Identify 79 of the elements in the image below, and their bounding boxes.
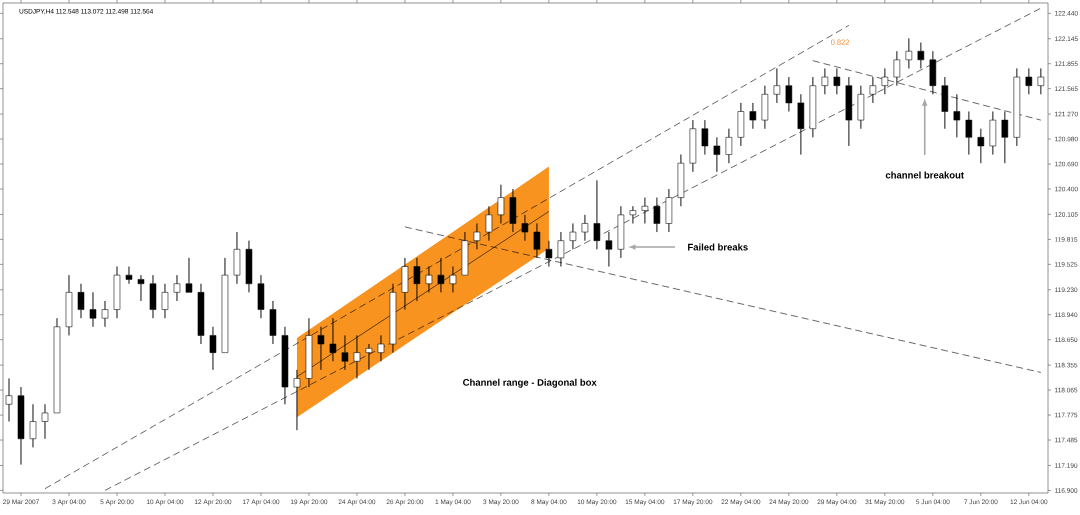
candlestick xyxy=(233,231,241,285)
candlestick xyxy=(377,335,385,362)
candlestick xyxy=(1025,68,1033,95)
candlestick xyxy=(509,188,517,233)
candlestick xyxy=(629,205,637,224)
candlestick xyxy=(245,240,253,293)
candlestick xyxy=(497,184,505,224)
candlestick xyxy=(389,283,397,353)
candlestick xyxy=(641,197,649,224)
candlestick xyxy=(665,188,673,233)
candlestick xyxy=(557,231,565,267)
candlestick xyxy=(209,326,217,371)
candlestick xyxy=(617,205,625,259)
candlestick xyxy=(689,119,697,173)
candlestick xyxy=(449,266,457,293)
candlestick xyxy=(401,257,409,310)
candlestick xyxy=(197,283,205,345)
candlestick xyxy=(821,68,829,95)
candlestick xyxy=(269,300,277,345)
candlestick xyxy=(137,274,145,302)
candlestick xyxy=(425,266,433,293)
candlestick xyxy=(857,85,865,130)
candlestick xyxy=(677,154,685,207)
candlestick xyxy=(977,128,985,164)
candlestick xyxy=(569,223,577,250)
candlestick xyxy=(317,326,325,371)
candlestick xyxy=(281,326,289,405)
candlestick xyxy=(917,42,925,69)
candlestick xyxy=(437,257,445,293)
candlestick xyxy=(581,214,589,241)
candlestick xyxy=(797,94,805,155)
candlestick xyxy=(461,231,469,276)
candlestick xyxy=(329,317,337,362)
candlestick xyxy=(125,266,133,285)
candlestick xyxy=(413,257,421,302)
annotation: Channel range - Diagonal box xyxy=(463,378,597,388)
annotation: Failed breaks xyxy=(688,243,748,251)
candlestick xyxy=(653,197,661,233)
candlestick xyxy=(785,76,793,112)
candlestick xyxy=(1037,68,1045,95)
candlestick xyxy=(593,180,601,250)
candlestick xyxy=(869,76,877,104)
candlestick xyxy=(341,335,349,371)
annotation: channel breakout xyxy=(885,171,964,179)
candlestick xyxy=(185,257,193,293)
candlestick xyxy=(173,274,181,302)
candlestick xyxy=(905,38,913,69)
candlestick xyxy=(881,68,889,95)
candlestick xyxy=(485,205,493,241)
candlestick xyxy=(161,283,169,319)
candlestick xyxy=(761,85,769,130)
candlestick xyxy=(29,404,37,448)
candlestick xyxy=(965,111,973,155)
candlestick xyxy=(545,240,553,267)
candlestick xyxy=(101,300,109,328)
candlestick xyxy=(53,317,61,414)
candlestick xyxy=(17,386,25,465)
candlestick xyxy=(65,274,73,336)
candlestick xyxy=(365,343,373,371)
candlestick xyxy=(113,266,121,319)
candlestick xyxy=(221,257,229,353)
candlestick xyxy=(41,404,49,440)
candlestick xyxy=(149,274,157,319)
candlestick xyxy=(833,68,841,95)
candlestick xyxy=(713,137,721,173)
candlestick xyxy=(257,274,265,319)
candlestick xyxy=(521,214,529,241)
candlestick xyxy=(77,283,85,319)
candlestick xyxy=(701,119,709,155)
candlestick xyxy=(773,68,781,104)
candlestick xyxy=(737,102,745,147)
candlestick xyxy=(605,231,613,267)
candlestick xyxy=(725,128,733,164)
candlestick xyxy=(749,102,757,130)
candlestick xyxy=(5,378,13,422)
candlestick xyxy=(89,292,97,328)
candlestick xyxy=(989,111,997,155)
candlestick xyxy=(809,76,817,138)
candlestick xyxy=(845,76,853,147)
